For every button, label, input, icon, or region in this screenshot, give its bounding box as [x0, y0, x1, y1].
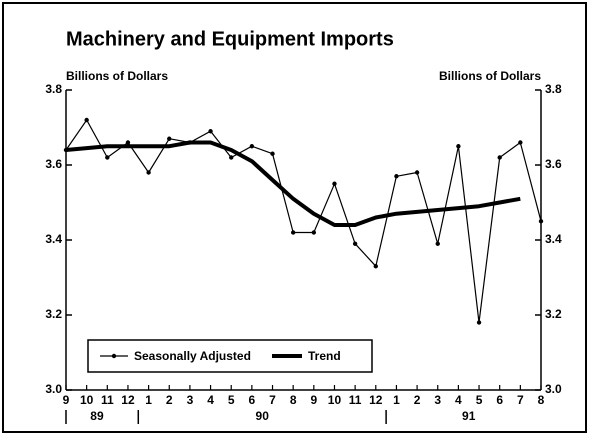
- x-tick-label: 8: [290, 393, 297, 407]
- point: [229, 155, 234, 160]
- point: [414, 170, 420, 175]
- point: [518, 140, 523, 145]
- point: [373, 264, 378, 269]
- x-tick-label: 3: [187, 393, 194, 407]
- point: [352, 241, 358, 246]
- point: [332, 181, 337, 186]
- y2-tick-label: 3.4: [545, 232, 562, 246]
- x-tick-label: 12: [121, 393, 135, 407]
- legend-box: [87, 339, 373, 373]
- y-axis-label: Billions of Dollars: [66, 69, 168, 83]
- year-label: 91: [462, 409, 476, 423]
- point: [456, 144, 461, 149]
- chart-title: Machinery and Equipment Imports: [66, 28, 394, 50]
- y2-tick-label: 3.6: [545, 157, 562, 171]
- x-tick-label: 2: [414, 393, 421, 407]
- point: [497, 155, 502, 160]
- x-tick-label: 5: [228, 393, 235, 407]
- point: [125, 140, 131, 145]
- point: [476, 320, 482, 325]
- x-tick-label: 8: [538, 393, 545, 407]
- x-tick-label: 1: [393, 393, 400, 407]
- point: [249, 144, 255, 149]
- y2-tick-label: 3.0: [545, 382, 562, 396]
- y-tick-label: 3.6: [45, 157, 62, 171]
- legend-label: Trend: [308, 349, 341, 363]
- x-tick-label: 9: [310, 393, 317, 407]
- point: [270, 151, 275, 156]
- year-label: 90: [256, 409, 270, 423]
- series-line: [65, 119, 542, 324]
- x-tick-label: 11: [101, 393, 114, 407]
- trend-line: [65, 140, 521, 227]
- x-tick-label: 7: [269, 393, 276, 407]
- x-tick-label: 12: [369, 393, 383, 407]
- x-tick-label: 7: [517, 393, 524, 407]
- legend-label: Seasonally Adjusted: [134, 349, 251, 363]
- y-tick-label: 3.4: [45, 232, 62, 246]
- x-tick-label: 11: [349, 393, 362, 407]
- point: [538, 219, 544, 224]
- point: [435, 241, 440, 246]
- legend-swatch-dot: [111, 353, 117, 359]
- point: [208, 129, 213, 134]
- x-tick-label: 4: [455, 393, 462, 407]
- y-tick-label: 3.2: [45, 307, 62, 321]
- y-tick-label: 3.0: [45, 382, 62, 396]
- x-tick-label: 9: [63, 393, 70, 407]
- year-label: 89: [90, 409, 104, 423]
- point: [167, 136, 172, 141]
- y2-tick-label: 3.8: [545, 82, 562, 96]
- x-tick-label: 2: [166, 393, 173, 407]
- point: [290, 230, 296, 235]
- y2-axis-label: Billions of Dollars: [439, 69, 541, 83]
- x-tick-label: 10: [328, 393, 342, 407]
- point: [146, 170, 151, 175]
- point: [105, 155, 110, 160]
- x-tick-label: 4: [207, 393, 214, 407]
- x-tick-label: 6: [249, 393, 256, 407]
- x-tick-label: 5: [476, 393, 483, 407]
- x-tick-label: 3: [434, 393, 441, 407]
- x-tick-label: 6: [496, 393, 503, 407]
- x-tick-label: 10: [80, 393, 94, 407]
- point: [84, 117, 89, 123]
- x-tick-label: 1: [145, 393, 152, 407]
- y2-tick-label: 3.2: [545, 307, 562, 321]
- point: [311, 230, 317, 235]
- y-tick-label: 3.8: [45, 82, 62, 96]
- point: [394, 174, 399, 179]
